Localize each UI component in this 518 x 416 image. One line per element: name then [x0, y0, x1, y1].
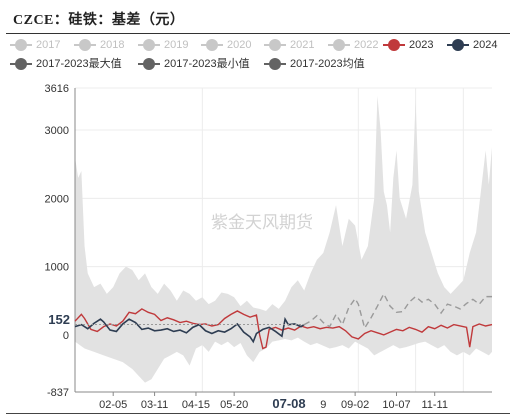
legend-marker-icon: [138, 39, 160, 52]
x-tick-label: 11-11: [421, 399, 448, 411]
legend-item-2023[interactable]: 2023: [383, 37, 433, 53]
legend-item-2017[interactable]: 2017: [10, 37, 60, 53]
legend-marker-icon: [383, 39, 405, 52]
legend-marker-icon: [201, 39, 223, 52]
legend-marker-icon: [264, 58, 286, 71]
legend-marker-icon: [447, 39, 469, 52]
series-line-2023: [74, 308, 493, 350]
legend-item-max[interactable]: 2017-2023最大值: [10, 56, 122, 72]
x-tick-label-partial: 9: [320, 399, 326, 411]
y-tick-label: 1000: [45, 262, 69, 274]
range-band: [75, 95, 492, 383]
x-tick-label: 09-02: [341, 399, 369, 411]
legend-item-2024[interactable]: 2024: [447, 37, 497, 53]
y-tick-label: 2000: [45, 193, 69, 205]
x-tick-label: 02-05: [99, 399, 127, 411]
x-tick-label: 03-11: [141, 399, 168, 411]
chart-title: CZCE：硅铁：基差（元）: [13, 13, 185, 28]
title-divider: [6, 33, 510, 34]
legend-item-2019[interactable]: 2019: [138, 37, 188, 53]
x-tick-label: 10-07: [382, 399, 410, 411]
legend-item-min[interactable]: 2017-2023最小值: [138, 56, 250, 72]
legend-item-2022[interactable]: 2022: [328, 37, 378, 53]
legend-marker-icon: [138, 58, 160, 71]
y-tick-label: 0: [63, 330, 69, 342]
legend-item-2018[interactable]: 2018: [74, 37, 124, 53]
legend-marker-icon: [328, 39, 350, 52]
x-tick-label: 05-20: [220, 399, 248, 411]
x-tick-label: 04-15: [182, 399, 210, 411]
y-tick-label: 3000: [45, 125, 69, 137]
legend-item-mean[interactable]: 2017-2023均值: [264, 56, 365, 72]
y-tick-label: -837: [47, 387, 69, 399]
y-axis-ticks: 3616 3000 2000 1000 0 -837: [45, 83, 69, 399]
highlight-y-badge: 152: [38, 311, 74, 328]
y-tick-label: 3616: [45, 83, 69, 95]
watermark-text: 紫金天风期货: [211, 213, 313, 233]
series-lines: [74, 292, 493, 350]
legend-marker-icon: [264, 39, 286, 52]
bottom-divider: [6, 413, 510, 414]
series-line-2017-2023最大值: [303, 292, 492, 330]
series-line-2024: [74, 316, 305, 344]
legend-marker-icon: [10, 39, 32, 52]
x-axis-ticks: 02-05 03-11 04-15 05-20 09-02 10-07 11-11 9: [99, 392, 448, 411]
svg-text:152: 152: [48, 312, 70, 327]
legend-marker-icon: [10, 58, 32, 71]
legend-item-2020[interactable]: 2020: [201, 37, 251, 53]
legend-marker-icon: [74, 39, 96, 52]
highlight-x-badge: 07-08: [265, 394, 313, 412]
legend-item-2021[interactable]: 2021: [264, 37, 314, 53]
svg-text:07-08: 07-08: [272, 396, 305, 411]
